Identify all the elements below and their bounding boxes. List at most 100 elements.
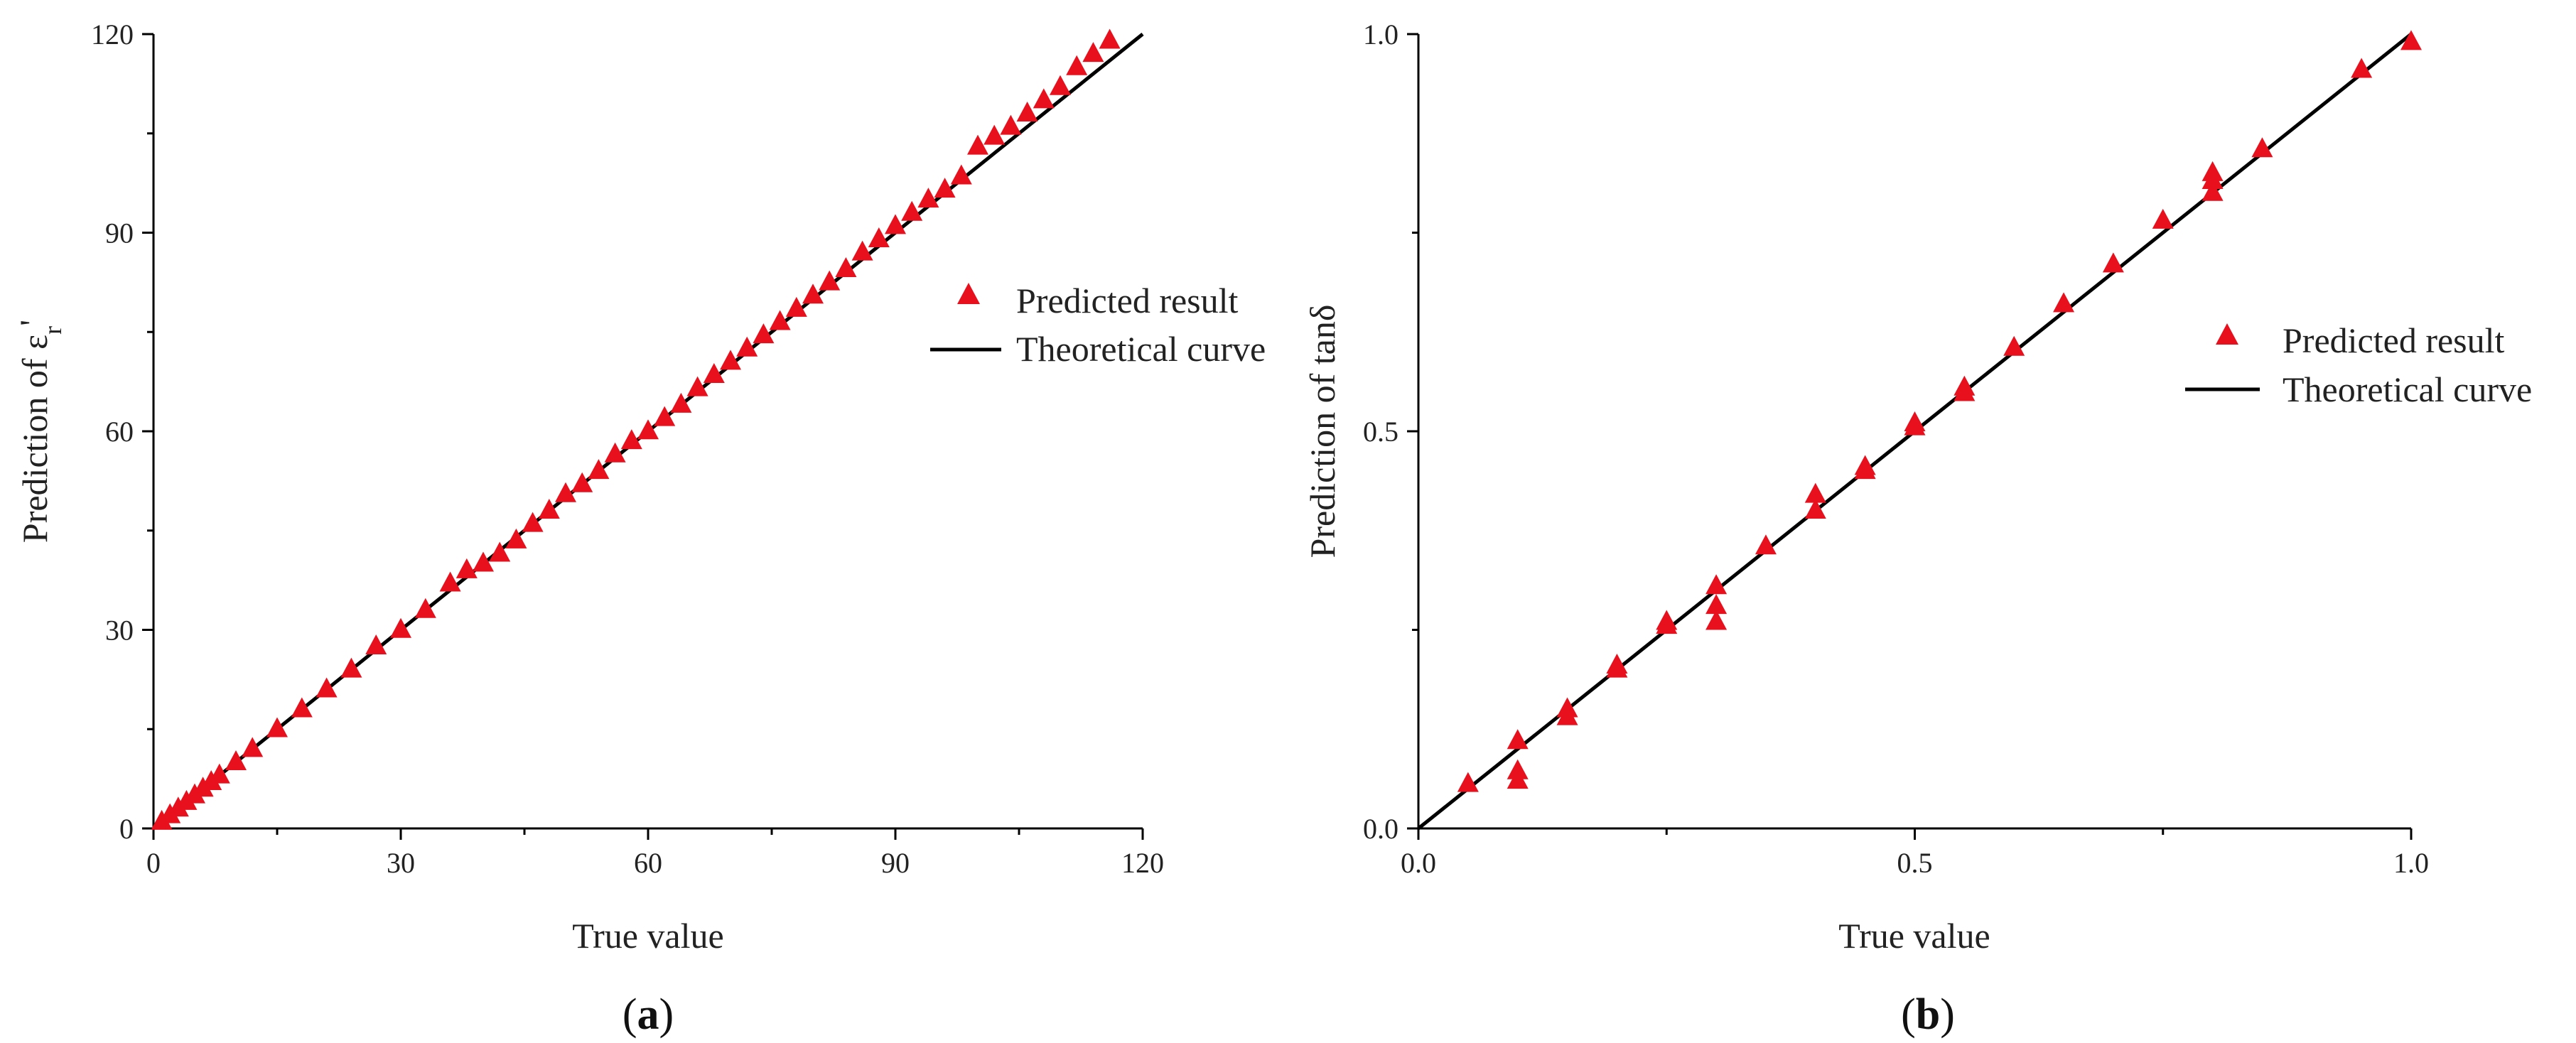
panel-b-chart: 0.0 0.5 1.0 0.0 0.5 1.0 True value Prediction… xyxy=(1303,18,2532,1039)
panel-a-legend: Predicted result Theoretical curve xyxy=(930,281,1266,369)
panel-a-data-point xyxy=(620,429,642,450)
panel-b-data-point xyxy=(1457,772,1479,792)
panel-a-x-tick-label: 30 xyxy=(387,847,415,879)
panel-b-data-point xyxy=(1953,375,1976,396)
panel-b-y-axis-title: Prediction of tanδ xyxy=(1303,305,1342,558)
panel-b-data-point xyxy=(2202,161,2224,181)
panel-a-data-point xyxy=(208,763,230,784)
panel-b-y-tick-label: 1.0 xyxy=(1363,18,1399,50)
panel-a-data-point xyxy=(934,178,956,198)
panel-a-legend-theoretical: Theoretical curve xyxy=(1016,329,1266,369)
panel-a-data-point xyxy=(802,283,824,304)
panel-a-data-point xyxy=(340,657,362,678)
panel-a-data-point xyxy=(588,459,610,480)
panel-a-y-tick-label: 60 xyxy=(105,416,134,448)
panel-b-legend: Predicted result Theoretical curve xyxy=(2185,320,2532,409)
panel-b-tick-labels: 0.0 0.5 1.0 0.0 0.5 1.0 xyxy=(1363,18,2429,879)
panel-a-data-point xyxy=(670,392,692,413)
panel-a-data-point xyxy=(1033,88,1055,109)
panel-a-data-point xyxy=(225,750,247,771)
panel-b-y-tick-label: 0.0 xyxy=(1363,813,1399,845)
panel-a-data-point xyxy=(390,617,411,638)
panel-a-data-point xyxy=(1082,42,1104,63)
panel-b-legend-predicted: Predicted result xyxy=(2283,320,2505,360)
panel-b-data-point xyxy=(1507,729,1529,750)
panel-a-x-tick-label: 90 xyxy=(881,847,910,879)
panel-a-x-axis-title: True value xyxy=(572,916,723,956)
panel-a-data-point xyxy=(637,419,659,440)
panel-a-y-tick-label: 0 xyxy=(119,813,134,845)
panel-a-x-tick-label: 60 xyxy=(634,847,662,879)
panel-a-data-point xyxy=(720,350,741,370)
panel-a-data-point xyxy=(414,598,436,618)
panel-b-data-point xyxy=(1705,594,1728,615)
panel-b-legend-theoretical: Theoretical curve xyxy=(2283,369,2532,409)
panel-a-data-point xyxy=(1050,75,1071,95)
panel-a-data-point xyxy=(917,188,939,208)
panel-a-data-point xyxy=(538,499,560,519)
panel-a-data-point xyxy=(967,134,988,155)
panel-a-data-point xyxy=(950,164,972,185)
panel-b-data-point xyxy=(1705,574,1728,595)
panel-a-data-point xyxy=(489,541,511,562)
panel-b-data-point xyxy=(2003,335,2025,356)
panel-a-legend-marker xyxy=(957,283,980,304)
panel-b-data-point xyxy=(1507,759,1529,779)
panel-b-y-tick-label: 0.5 xyxy=(1363,416,1399,448)
panel-a-data-point xyxy=(851,240,873,261)
panel-b-x-tick-label: 0.5 xyxy=(1897,847,1933,879)
panel-a-data-point xyxy=(604,442,626,463)
panel-a-tick-labels: 0 30 60 90 120 0 30 60 90 120 xyxy=(91,18,1164,879)
panel-a-data-point xyxy=(868,227,890,248)
panel-b-x-axis-title: True value xyxy=(1838,916,1990,956)
panel-b-data-point xyxy=(2202,180,2224,201)
panel-b-data-point xyxy=(1904,411,1926,432)
panel-a-data-point xyxy=(983,124,1006,145)
panel-a-data-point xyxy=(439,571,461,592)
panel-a-data-point xyxy=(703,363,725,384)
panel-b-ticks xyxy=(1407,33,2413,840)
panel-a-data-point xyxy=(785,296,807,317)
panel-a-label: (a) xyxy=(623,990,674,1039)
panel-a-y-axis-title: Prediction of εr' xyxy=(12,320,67,543)
panel-a-data-point xyxy=(555,482,576,502)
panel-a-data-point xyxy=(1016,102,1038,121)
panel-a-data-point xyxy=(473,551,494,572)
panel-b-x-tick-label: 0.0 xyxy=(1401,847,1436,879)
panel-a-data-point xyxy=(901,200,923,221)
panel-a-data-point xyxy=(291,697,313,718)
panel-a-data-point xyxy=(571,472,593,492)
panel-a-data-point xyxy=(1099,28,1121,49)
panel-b-data-point xyxy=(2152,208,2174,229)
panel-a-data-point xyxy=(266,717,288,737)
panel-b-data-point xyxy=(1656,610,1678,630)
panel-a-predicted-points xyxy=(151,28,1121,830)
panel-a-data-point xyxy=(686,376,708,396)
panel-a-data-point xyxy=(456,558,478,578)
panel-a-data-point xyxy=(522,512,544,532)
panel-a-y-tick-label: 120 xyxy=(91,18,134,50)
panel-a-data-point xyxy=(835,256,857,277)
panel-a-y-tick-label: 30 xyxy=(105,615,134,647)
panel-a-data-point xyxy=(654,406,676,426)
panel-b-data-point xyxy=(1755,534,1777,555)
panel-b-data-point xyxy=(1804,482,1826,503)
panel-a-data-point xyxy=(736,336,758,357)
panel-b-data-point xyxy=(1705,610,1728,630)
panel-b-data-point xyxy=(2053,292,2075,313)
panel-a-data-point xyxy=(505,528,527,548)
panel-a-data-point xyxy=(819,270,841,291)
panel-a-data-point xyxy=(1066,55,1088,75)
panel-a-ticks xyxy=(142,33,1144,840)
panel-b-predicted-points xyxy=(1457,30,2422,792)
panel-a-legend-predicted: Predicted result xyxy=(1016,281,1239,320)
panel-b-data-point xyxy=(2351,58,2373,78)
panel-a-data-point xyxy=(365,634,387,654)
panel-b-label: (b) xyxy=(1901,990,1955,1039)
panel-a-data-point xyxy=(885,214,906,234)
panel-b-legend-marker xyxy=(2216,323,2238,345)
panel-a-data-point xyxy=(316,677,338,698)
panel-b-data-point xyxy=(1556,697,1578,718)
panel-b-data-point xyxy=(2102,252,2124,273)
